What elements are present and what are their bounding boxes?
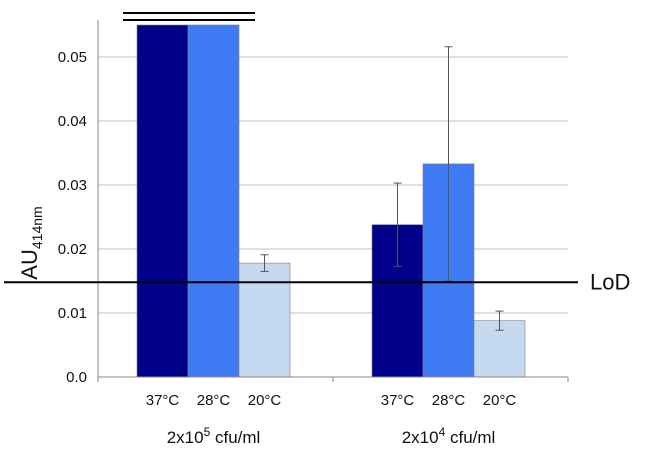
group-label-exponent: 5 <box>204 425 211 439</box>
lod-label: LoD <box>590 269 630 294</box>
group-label-exponent: 4 <box>439 425 446 439</box>
group-label-base: 2x10 <box>167 428 204 447</box>
group-label-unit: cfu/ml <box>445 428 495 447</box>
x-category-label: 20°C <box>483 392 517 409</box>
x-category-label: 28°C <box>432 392 466 409</box>
bars <box>123 12 526 378</box>
group-label: 2x105 cfu/ml <box>167 425 261 447</box>
group-label-unit: cfu/ml <box>210 428 260 447</box>
group-labels: 2x105 cfu/ml 2x104 cfu/ml <box>167 425 496 447</box>
bar <box>136 24 189 378</box>
category-labels: 37°C 28°C 20°C 37°C 28°C 20°C <box>146 392 517 409</box>
group-label: 2x104 cfu/ml <box>402 425 496 447</box>
y-tick-label: 0.04 <box>58 113 87 130</box>
x-category-label: 20°C <box>248 392 282 409</box>
error-bars <box>260 46 504 331</box>
bar <box>187 24 240 378</box>
y-tick-label: 0.05 <box>58 49 87 66</box>
axes <box>97 20 569 382</box>
y-axis-title: AU414nm <box>17 206 45 279</box>
lod-reference: LoD <box>4 269 630 294</box>
y-tick-label: 0.03 <box>58 177 87 194</box>
x-category-label: 28°C <box>197 392 231 409</box>
y-tick-label: 0.02 <box>58 241 87 258</box>
y-tick-labels: 0.0 0.01 0.02 0.03 0.04 0.05 <box>58 49 87 386</box>
x-category-label: 37°C <box>146 392 180 409</box>
group-label-base: 2x10 <box>402 428 439 447</box>
y-tick-label: 0.0 <box>66 369 87 386</box>
x-category-label: 37°C <box>381 392 415 409</box>
y-tick-label: 0.01 <box>58 305 87 322</box>
bar <box>238 262 291 378</box>
